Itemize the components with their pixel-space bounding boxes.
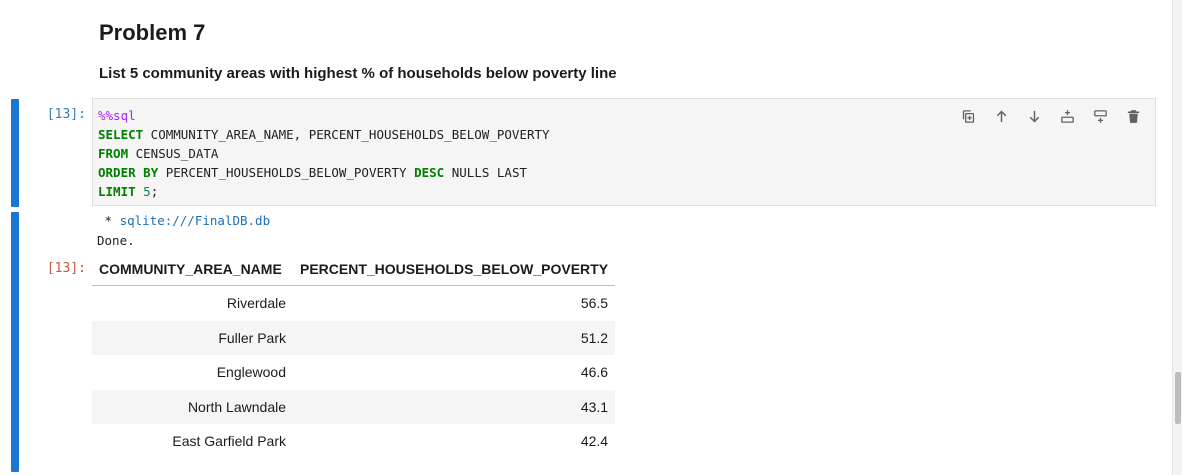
community-cell: East Garfield Park bbox=[172, 433, 286, 450]
move-cell-down-button[interactable] bbox=[1021, 105, 1048, 127]
percent-cell: 56.5 bbox=[580, 295, 609, 312]
delete-icon bbox=[1127, 109, 1140, 123]
percent-cell: 42.4 bbox=[580, 433, 609, 450]
column-header-percent: PERCENT_HOUSEHOLDS_BELOW_POVERTY bbox=[293, 252, 616, 286]
select-columns: COMMUNITY_AREA_NAME, PERCENT_HOUSEHOLDS_… bbox=[143, 127, 550, 142]
table-header-row: COMMUNITY_AREA_NAME PERCENT_HOUSEHOLDS_B… bbox=[92, 252, 616, 286]
execution-log: * sqlite:///FinalDB.db Done. bbox=[97, 211, 270, 251]
duplicate-cell-button[interactable] bbox=[955, 105, 982, 127]
code-editor[interactable]: %%sql SELECT COMMUNITY_AREA_NAME, PERCEN… bbox=[92, 98, 1156, 206]
output-cell-collapser[interactable] bbox=[11, 212, 19, 472]
cell-toolbar bbox=[955, 105, 1147, 127]
table-row: Englewood 46.6 bbox=[92, 355, 615, 390]
move-cell-up-button[interactable] bbox=[988, 105, 1015, 127]
table-row: Riverdale 56.5 bbox=[92, 286, 615, 321]
nulls-last: NULLS LAST bbox=[444, 165, 528, 180]
connection-prefix: * bbox=[97, 213, 120, 228]
from-table: CENSUS_DATA bbox=[128, 146, 219, 161]
percent-cell: 46.6 bbox=[580, 364, 609, 381]
community-cell: North Lawndale bbox=[92, 389, 293, 424]
delete-cell-button[interactable] bbox=[1120, 105, 1147, 127]
problem-title: Problem 7 bbox=[99, 20, 206, 45]
community-cell: Riverdale bbox=[226, 295, 286, 312]
status-text: Done. bbox=[97, 233, 135, 248]
sql-magic: %%sql bbox=[98, 108, 136, 123]
keyword-by: BY bbox=[143, 165, 159, 180]
community-cell: Fuller Park bbox=[92, 320, 293, 355]
input-cell-collapser[interactable] bbox=[11, 99, 19, 207]
column-header-community: COMMUNITY_AREA_NAME bbox=[92, 252, 293, 286]
order-column: PERCENT_HOUSEHOLDS_BELOW_POVERTY bbox=[158, 165, 415, 180]
insert-cell-below-button[interactable] bbox=[1087, 105, 1114, 127]
keyword-from: FROM bbox=[98, 146, 129, 161]
connection-string: sqlite:///FinalDB.db bbox=[119, 213, 271, 228]
sql-code[interactable]: %%sql SELECT COMMUNITY_AREA_NAME, PERCEN… bbox=[98, 106, 550, 201]
percent-cell: 43.1 bbox=[293, 389, 616, 424]
community-cell: Englewood bbox=[216, 364, 286, 381]
insert-cell-above-button[interactable] bbox=[1054, 105, 1081, 127]
problem-description: List 5 community areas with highest % of… bbox=[99, 65, 617, 82]
keyword-select: SELECT bbox=[98, 127, 144, 142]
duplicate-icon bbox=[962, 109, 975, 123]
table-row: North Lawndale 43.1 bbox=[92, 389, 616, 424]
move-up-icon bbox=[996, 110, 1007, 122]
keyword-limit: LIMIT bbox=[98, 184, 136, 199]
insert-above-icon bbox=[1061, 109, 1074, 123]
vertical-scrollbar[interactable] bbox=[1172, 0, 1182, 475]
table-row: East Garfield Park 42.4 bbox=[92, 424, 615, 459]
scrollbar-thumb[interactable] bbox=[1175, 372, 1181, 424]
output-prompt: [13]: bbox=[46, 261, 86, 276]
table-row: Fuller Park 51.2 bbox=[92, 320, 616, 355]
insert-below-icon bbox=[1094, 109, 1107, 123]
move-down-icon bbox=[1029, 110, 1040, 122]
keyword-desc: DESC bbox=[414, 165, 445, 180]
result-table: COMMUNITY_AREA_NAME PERCENT_HOUSEHOLDS_B… bbox=[92, 252, 616, 459]
percent-cell: 51.2 bbox=[293, 320, 616, 355]
input-prompt: [13]: bbox=[46, 107, 86, 122]
statement-end: ; bbox=[150, 184, 159, 199]
limit-number: 5 bbox=[143, 184, 151, 199]
keyword-order: ORDER bbox=[98, 165, 136, 180]
